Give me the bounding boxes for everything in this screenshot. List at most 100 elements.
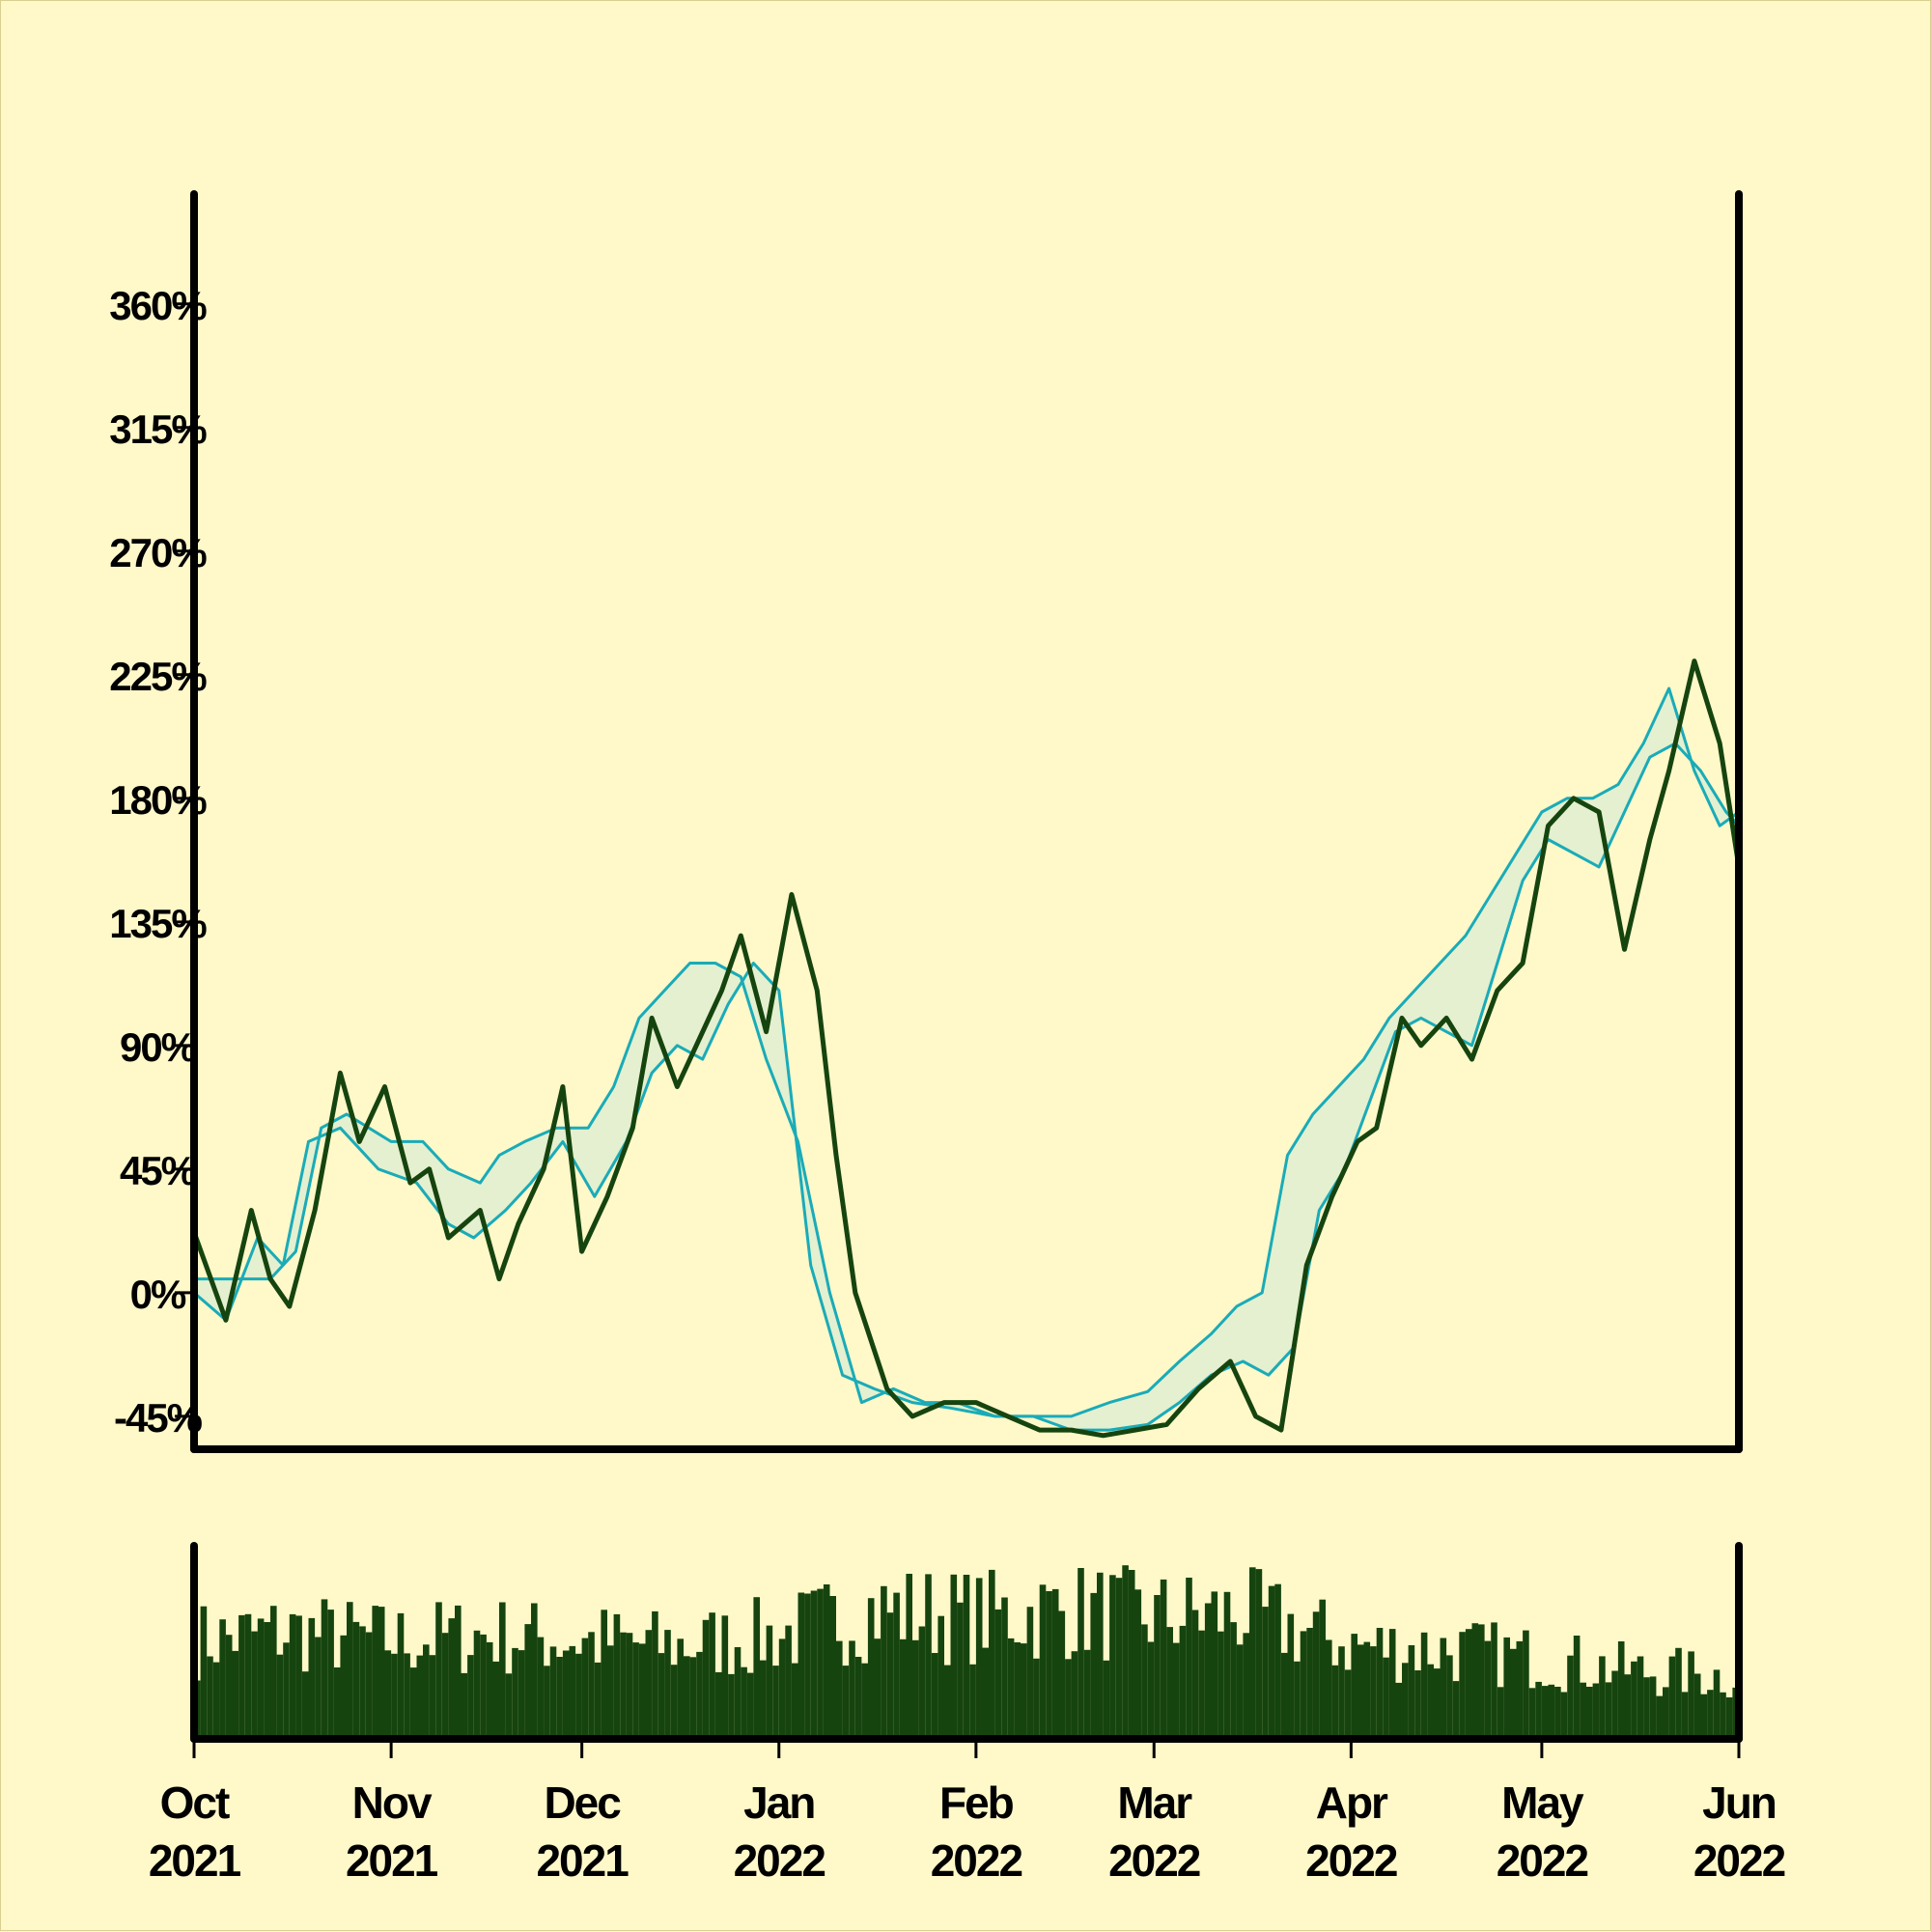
y-tick-label: 90%: [120, 1024, 197, 1070]
volume-bar: [556, 1657, 563, 1739]
volume-bar: [486, 1641, 493, 1739]
volume-bar: [492, 1661, 500, 1739]
volume-bar: [899, 1638, 907, 1739]
volume-bar: [842, 1666, 850, 1739]
volume-bar: [1567, 1655, 1574, 1739]
y-tick-label: 180%: [109, 777, 207, 823]
volume-bar: [1051, 1588, 1059, 1739]
volume-bar: [944, 1665, 951, 1739]
volume-bar: [1128, 1570, 1135, 1739]
x-tick-month: Feb: [939, 1778, 1014, 1828]
volume-bar: [544, 1666, 550, 1739]
volume-bar: [1191, 1610, 1199, 1739]
volume-bar: [963, 1575, 970, 1739]
volume-bar: [1523, 1630, 1529, 1739]
volume-bar: [989, 1569, 995, 1739]
x-tick-month: Nov: [352, 1778, 433, 1828]
band-lower-line: [193, 742, 1741, 1432]
y-tick-label: 135%: [109, 901, 207, 946]
volume-bar: [549, 1646, 557, 1739]
volume-bar: [257, 1618, 265, 1739]
volume-bar: [1580, 1682, 1586, 1739]
volume-bar: [1326, 1639, 1332, 1739]
volume-bar: [473, 1630, 481, 1739]
volume-bar: [684, 1656, 690, 1739]
volume-bar: [1668, 1656, 1676, 1739]
volume-bar: [1516, 1640, 1524, 1739]
volume-bar: [1484, 1640, 1492, 1739]
volume-bar: [1427, 1664, 1434, 1739]
x-tick-year: 2022: [1497, 1835, 1588, 1886]
volume-bar: [429, 1655, 436, 1739]
volume-bar: [1287, 1613, 1295, 1739]
volume-bar: [219, 1619, 226, 1739]
volume-bar: [1446, 1655, 1453, 1739]
volume-bar: [232, 1650, 239, 1739]
volume-bar: [1351, 1634, 1357, 1739]
volume-bar: [1592, 1683, 1600, 1739]
volume-bar: [645, 1630, 653, 1739]
y-tick-label: 270%: [109, 530, 207, 575]
volume-bar: [1497, 1687, 1504, 1739]
volume-bar: [702, 1619, 710, 1739]
volume-bar: [1649, 1676, 1657, 1739]
volume-bar: [1713, 1669, 1721, 1739]
volume-bar: [1014, 1642, 1021, 1739]
volume-bar: [886, 1612, 894, 1739]
volume-bar: [1312, 1611, 1320, 1739]
volume-bar: [315, 1637, 322, 1739]
volume-bar: [1154, 1595, 1161, 1739]
volume-bar: [1663, 1687, 1669, 1739]
volume-bar: [734, 1647, 742, 1739]
volume-bar: [308, 1617, 316, 1739]
volume-bar: [1166, 1627, 1173, 1739]
volume-bar: [798, 1592, 805, 1739]
y-tick-label: 360%: [109, 283, 207, 328]
volume-bar: [1471, 1623, 1479, 1739]
volume-bar: [1211, 1591, 1218, 1739]
volume-bar: [1021, 1643, 1027, 1739]
volume-bar: [836, 1640, 843, 1739]
volume-bar: [1230, 1622, 1237, 1739]
x-tick-month: Oct: [160, 1778, 230, 1828]
volume-bar: [594, 1662, 602, 1739]
volume-bar: [912, 1639, 919, 1739]
volume-bar: [1186, 1578, 1192, 1739]
volume-bar: [1548, 1684, 1555, 1739]
volume-bar: [1141, 1624, 1148, 1739]
volume-bar: [994, 1609, 1002, 1739]
volume-bar: [212, 1662, 220, 1739]
volume-bar: [721, 1615, 729, 1739]
volume-bar: [746, 1672, 754, 1739]
volume-bar: [638, 1643, 646, 1739]
volume-bar: [372, 1606, 378, 1739]
volume-bar: [714, 1672, 722, 1739]
volume-bar: [1331, 1665, 1339, 1739]
volume-bar: [283, 1642, 290, 1739]
volume-bar: [969, 1664, 976, 1739]
volume-bars-layer: [194, 1565, 1739, 1739]
volume-bar: [626, 1633, 633, 1739]
volume-bar: [270, 1606, 277, 1739]
volume-bar: [562, 1650, 570, 1739]
volume-bar: [1090, 1592, 1097, 1739]
volume-bar: [531, 1603, 538, 1739]
volume-bar: [1675, 1647, 1682, 1739]
volume-bar: [1103, 1660, 1110, 1739]
volume-bar: [251, 1631, 258, 1739]
y-tick-label: -45%: [114, 1395, 203, 1441]
y-ticks-layer: -45% 0% 45% 90% 135% 180% 225% 270% 315% 360%: [109, 283, 209, 1441]
volume-bar: [435, 1602, 442, 1739]
volume-bar: [804, 1593, 811, 1739]
volume-bar: [1007, 1638, 1015, 1739]
y-tick-label: 45%: [120, 1148, 197, 1193]
volume-bar: [753, 1597, 760, 1739]
x-ticks-layer: Oct 2021 Nov 2021 Dec 2021 Jan 2022 Feb 2022 Mar 20…: [149, 1739, 1787, 1886]
volume-bar: [1720, 1692, 1726, 1739]
volume-bar: [1624, 1674, 1632, 1739]
price-line-layer: [191, 658, 1742, 1439]
volume-bar: [854, 1657, 862, 1739]
volume-bar: [1370, 1646, 1377, 1739]
volume-bar: [581, 1638, 589, 1739]
